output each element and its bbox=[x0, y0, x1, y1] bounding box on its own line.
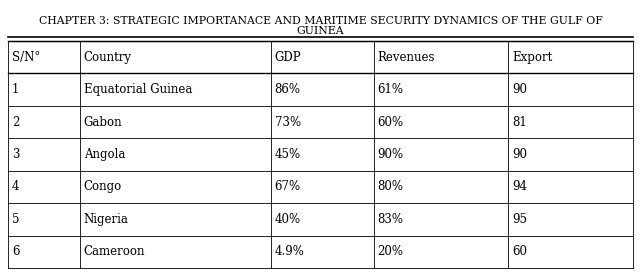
Text: 20%: 20% bbox=[378, 245, 404, 258]
Text: 4: 4 bbox=[12, 180, 19, 193]
Text: 5: 5 bbox=[12, 213, 19, 226]
Text: 60%: 60% bbox=[378, 116, 404, 129]
Text: 60: 60 bbox=[512, 245, 527, 258]
Text: 4.9%: 4.9% bbox=[274, 245, 304, 258]
Text: Revenues: Revenues bbox=[378, 51, 435, 64]
Text: 83%: 83% bbox=[378, 213, 404, 226]
Text: 2: 2 bbox=[12, 116, 19, 129]
Text: GDP: GDP bbox=[274, 51, 301, 64]
Text: 80%: 80% bbox=[378, 180, 404, 193]
Text: 73%: 73% bbox=[274, 116, 301, 129]
Text: Angola: Angola bbox=[84, 148, 125, 161]
Text: 94: 94 bbox=[512, 180, 527, 193]
Text: 40%: 40% bbox=[274, 213, 301, 226]
Text: 6: 6 bbox=[12, 245, 19, 258]
Text: 86%: 86% bbox=[274, 83, 301, 96]
Text: 67%: 67% bbox=[274, 180, 301, 193]
Text: Cameroon: Cameroon bbox=[84, 245, 146, 258]
Text: Export: Export bbox=[512, 51, 553, 64]
Text: 90: 90 bbox=[512, 148, 527, 161]
Text: 90: 90 bbox=[512, 83, 527, 96]
Text: 95: 95 bbox=[512, 213, 527, 226]
Text: 1: 1 bbox=[12, 83, 19, 96]
Text: 90%: 90% bbox=[378, 148, 404, 161]
Text: 61%: 61% bbox=[378, 83, 404, 96]
Text: Equatorial Guinea: Equatorial Guinea bbox=[84, 83, 192, 96]
Text: Congo: Congo bbox=[84, 180, 122, 193]
Text: CHAPTER 3: STRATEGIC IMPORTANACE AND MARITIME SECURITY DYNAMICS OF THE GULF OF: CHAPTER 3: STRATEGIC IMPORTANACE AND MAR… bbox=[38, 16, 603, 26]
Text: Gabon: Gabon bbox=[84, 116, 122, 129]
Text: GUINEA: GUINEA bbox=[297, 26, 344, 36]
Text: 45%: 45% bbox=[274, 148, 301, 161]
Text: 3: 3 bbox=[12, 148, 19, 161]
Text: Country: Country bbox=[84, 51, 132, 64]
Text: Nigeria: Nigeria bbox=[84, 213, 129, 226]
Text: 81: 81 bbox=[512, 116, 527, 129]
Text: S/N°: S/N° bbox=[12, 51, 40, 64]
